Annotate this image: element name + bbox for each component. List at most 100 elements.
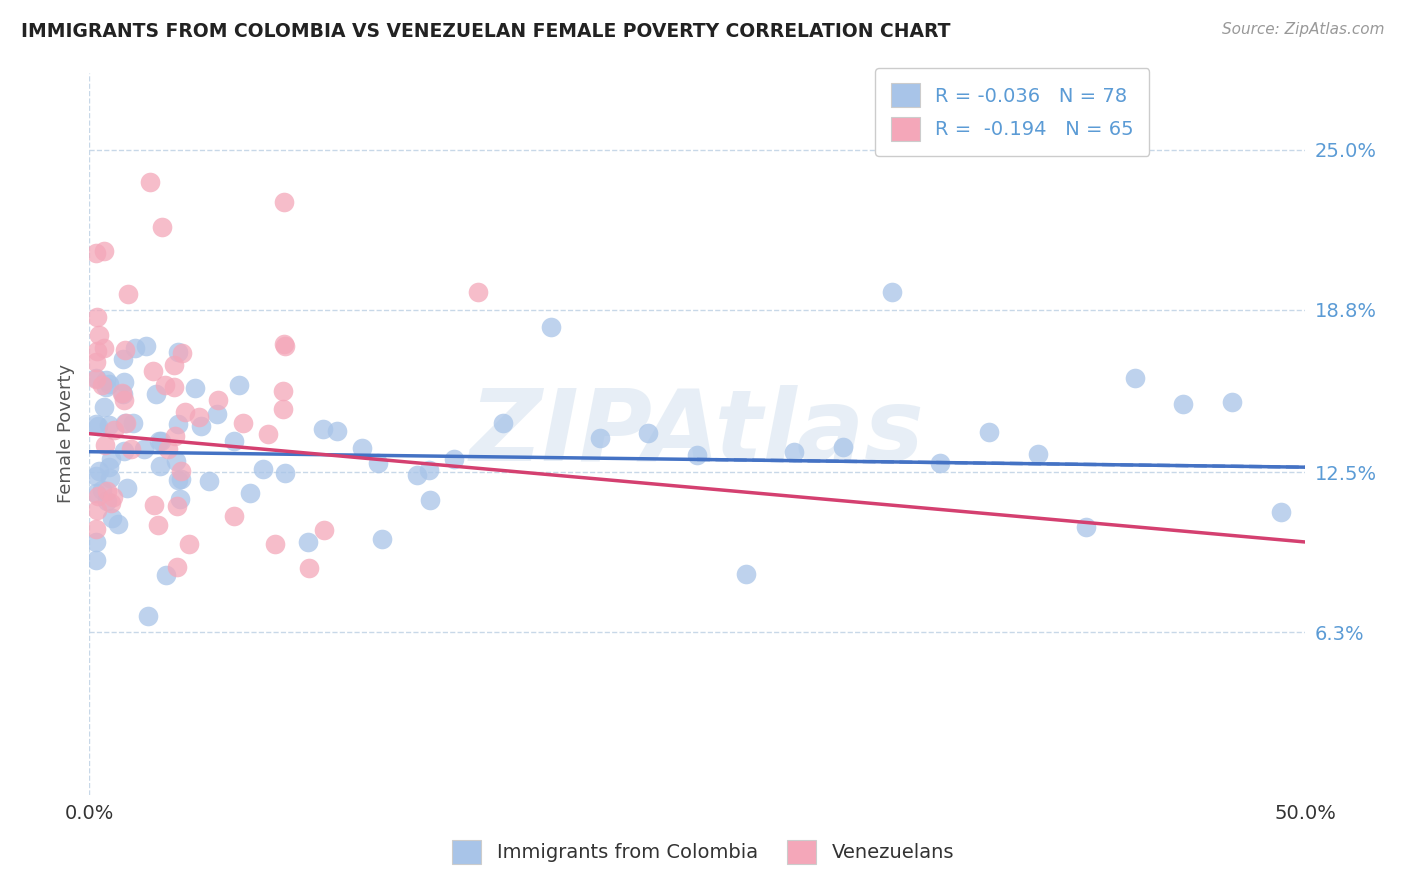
Point xyxy=(114,417,136,431)
Point xyxy=(87,418,110,433)
Point xyxy=(271,401,294,416)
Point xyxy=(114,417,136,431)
Point xyxy=(86,522,108,536)
Point xyxy=(90,483,112,498)
Point xyxy=(256,427,278,442)
Point xyxy=(146,517,169,532)
Point xyxy=(443,451,465,466)
Point xyxy=(122,417,145,431)
Point xyxy=(419,493,441,508)
Point xyxy=(163,429,186,443)
Point xyxy=(86,355,108,369)
Point xyxy=(86,246,108,260)
Point xyxy=(117,286,139,301)
Point xyxy=(142,364,165,378)
Point xyxy=(86,417,108,432)
Point xyxy=(205,407,228,421)
Point xyxy=(93,244,115,259)
Text: ZIPAtlas: ZIPAtlas xyxy=(470,385,925,483)
Point xyxy=(686,448,709,462)
Point xyxy=(111,386,134,401)
Point xyxy=(112,444,135,458)
Point xyxy=(170,464,193,478)
Legend: Immigrants from Colombia, Venezuelans: Immigrants from Colombia, Venezuelans xyxy=(441,830,965,873)
Point xyxy=(114,343,136,357)
Point xyxy=(86,372,108,386)
Text: IMMIGRANTS FROM COLOMBIA VS VENEZUELAN FEMALE POVERTY CORRELATION CHART: IMMIGRANTS FROM COLOMBIA VS VENEZUELAN F… xyxy=(21,22,950,41)
Point xyxy=(101,490,124,504)
Point xyxy=(166,417,188,431)
Point xyxy=(98,470,121,484)
Point xyxy=(86,486,108,500)
Point xyxy=(86,343,108,358)
Point xyxy=(184,381,207,395)
Point xyxy=(136,608,159,623)
Point xyxy=(326,424,349,438)
Point xyxy=(297,535,319,549)
Point xyxy=(86,553,108,567)
Point xyxy=(977,425,1000,439)
Point xyxy=(96,493,118,508)
Point xyxy=(87,465,110,479)
Point xyxy=(367,456,389,470)
Point xyxy=(222,508,245,523)
Point xyxy=(132,442,155,457)
Point xyxy=(149,459,172,474)
Point xyxy=(124,341,146,355)
Point xyxy=(101,511,124,525)
Point xyxy=(94,373,117,387)
Point xyxy=(94,437,117,451)
Point xyxy=(1173,397,1195,411)
Point xyxy=(167,474,190,488)
Point xyxy=(96,483,118,498)
Point xyxy=(734,566,756,581)
Point xyxy=(100,451,122,466)
Point xyxy=(252,461,274,475)
Point xyxy=(371,533,394,547)
Point xyxy=(100,496,122,510)
Point xyxy=(232,416,254,430)
Point xyxy=(117,481,139,495)
Point xyxy=(111,387,134,401)
Point xyxy=(1076,520,1098,534)
Point xyxy=(1123,371,1146,385)
Point xyxy=(112,375,135,389)
Point xyxy=(273,194,295,209)
Point xyxy=(177,537,200,551)
Point xyxy=(120,442,142,456)
Point xyxy=(153,378,176,392)
Point xyxy=(86,371,108,385)
Point xyxy=(93,341,115,355)
Point xyxy=(166,500,188,514)
Point xyxy=(143,498,166,512)
Point xyxy=(228,377,250,392)
Point xyxy=(97,459,120,474)
Point xyxy=(271,384,294,398)
Y-axis label: Female Poverty: Female Poverty xyxy=(58,364,75,503)
Point xyxy=(148,434,170,449)
Point xyxy=(86,502,108,516)
Point xyxy=(86,535,108,549)
Point xyxy=(97,376,120,391)
Point xyxy=(880,285,903,299)
Point xyxy=(1270,504,1292,518)
Point xyxy=(89,327,111,342)
Point xyxy=(274,466,297,480)
Point xyxy=(169,492,191,507)
Point xyxy=(540,320,562,334)
Point xyxy=(163,359,186,373)
Point xyxy=(139,175,162,189)
Point xyxy=(170,346,193,360)
Point xyxy=(406,468,429,483)
Point xyxy=(150,434,173,448)
Point xyxy=(170,472,193,486)
Point xyxy=(155,568,177,582)
Point xyxy=(224,434,246,448)
Text: Source: ZipAtlas.com: Source: ZipAtlas.com xyxy=(1222,22,1385,37)
Point xyxy=(103,424,125,438)
Point xyxy=(350,441,373,455)
Point xyxy=(150,220,173,235)
Point xyxy=(112,392,135,407)
Point xyxy=(1026,447,1049,461)
Point xyxy=(157,442,180,457)
